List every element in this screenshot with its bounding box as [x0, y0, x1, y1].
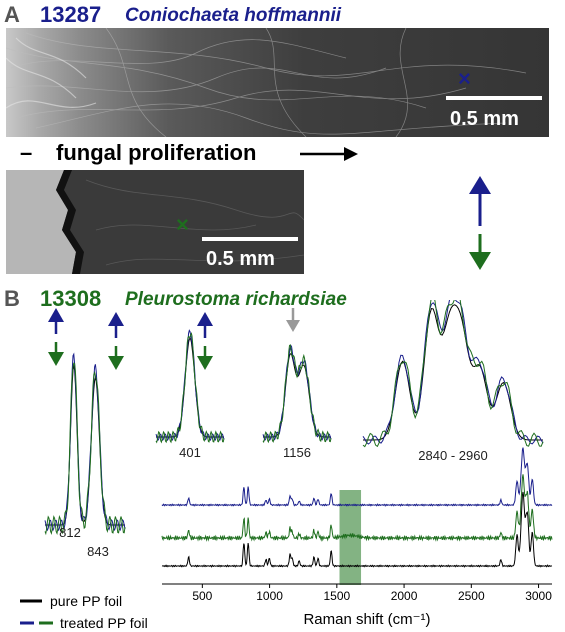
inset-2840-2960-trace [362, 300, 544, 448]
inset-1156-trace [263, 353, 331, 438]
x-tick-label: 1000 [256, 589, 283, 603]
raman-chart: 812 843 401 1156 2840 - 2960 500 1000 1500 2000… [20, 300, 553, 631]
arrow-843-up-icon [108, 312, 124, 326]
x-tick-label: 500 [192, 589, 212, 603]
series-treated-green [161, 474, 553, 542]
series-treated-blue [161, 447, 553, 507]
x-tick-label: 3000 [525, 589, 552, 603]
sem-fiber-texture-a [6, 28, 527, 137]
arrow-812-up-icon [48, 308, 64, 322]
legend: pure PP foil treated PP foil [20, 593, 148, 631]
inset-812-843-trace [45, 365, 125, 526]
proliferation-label: fungal proliferation [56, 140, 257, 165]
inset-label-812: 812 [59, 525, 81, 540]
x-tick-label: 1500 [323, 589, 350, 603]
arrow-843-down-icon [108, 356, 124, 370]
arrow-401-up-icon [197, 312, 213, 326]
inset-401-trace [155, 332, 225, 444]
proliferation-arrow-icon [300, 147, 358, 161]
sem-b-scale-label: 0.5 mm [206, 248, 275, 270]
arrow-down-icon [469, 252, 491, 270]
sem-b-marker: × [176, 212, 189, 237]
arrow-up-icon [469, 176, 491, 194]
inset-group: 812 843 401 1156 2840 - 2960 [44, 300, 544, 559]
panel-b-letter: B [4, 286, 20, 311]
x-tick-label: 2000 [391, 589, 418, 603]
highlight-band [339, 490, 362, 585]
proliferation-dash: – [20, 140, 33, 165]
inset-1156-trace [262, 344, 332, 444]
inset-401-trace [155, 329, 225, 442]
panel-b-strain-id: 13308 [40, 286, 102, 311]
sem-b-scale-bar [202, 237, 298, 241]
series-pure [161, 491, 553, 568]
legend-label-pure: pure PP foil [50, 593, 122, 609]
arrow-812-down-icon [48, 352, 64, 366]
x-axis-label: Raman shift (cm⁻¹) [303, 611, 430, 628]
arrow-pair-top [469, 176, 491, 270]
panel-b-species: Pleurostoma richardsiae [125, 289, 347, 310]
arrow-401-down-icon [197, 356, 213, 370]
inset-812-843-trace [44, 352, 126, 532]
inset-401-label: 401 [179, 445, 201, 460]
inset-812-843-trace [44, 362, 126, 536]
inset-1156-trace [262, 344, 332, 442]
x-axis: 500 1000 1500 2000 2500 3000 Raman shift (cm⁻¹… [162, 583, 552, 628]
panel-a-strain-id: 13287 [40, 2, 102, 27]
inset-401-trace [156, 337, 224, 438]
panel-a-species: Coniochaeta hoffmannii [125, 5, 342, 26]
inset-label-843: 843 [87, 544, 109, 559]
x-tick-label: 2500 [458, 589, 485, 603]
inset-2840-2960-label: 2840 - 2960 [418, 448, 487, 463]
sem-image-b: × 0.5 mm [6, 170, 304, 274]
sem-a-scale-label: 0.5 mm [450, 108, 519, 130]
panel-a-letter: A [4, 2, 20, 27]
sem-a-marker: × [458, 66, 471, 91]
sem-surface-b [6, 170, 304, 274]
legend-label-treated: treated PP foil [60, 615, 148, 631]
arrow-1156-gray-icon [286, 320, 300, 332]
main-spectra [161, 447, 553, 585]
sem-image-a: × 0.5 mm [6, 28, 549, 137]
sem-a-scale-bar [446, 96, 542, 100]
inset-1156-label: 1156 [283, 445, 311, 460]
